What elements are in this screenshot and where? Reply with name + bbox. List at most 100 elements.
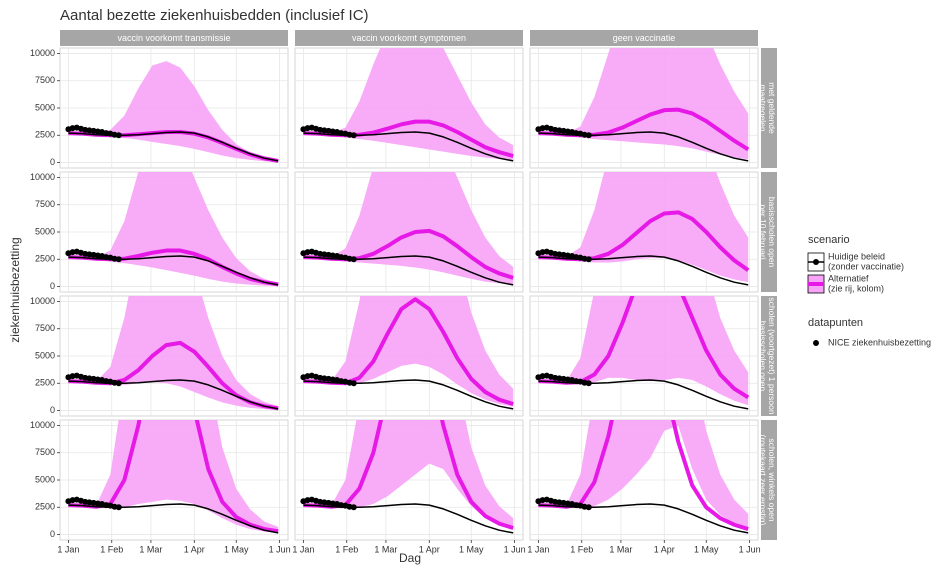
- y-tick-label: 10000: [30, 172, 55, 182]
- strip: [530, 30, 758, 46]
- y-tick-label: 7500: [35, 75, 55, 85]
- y-tick-label: 10000: [30, 296, 55, 306]
- data-point: [350, 380, 357, 387]
- y-tick-label: 10000: [30, 420, 55, 430]
- baseline-line: [538, 503, 749, 534]
- x-tick-label: 1 Jan: [292, 544, 314, 554]
- x-tick-label: 1 Mar: [374, 544, 397, 554]
- chart-title: Aantal bezette ziekenhuisbedden (inclusi…: [60, 7, 369, 24]
- y-tick-label: 0: [50, 157, 55, 167]
- data-point: [115, 380, 122, 387]
- data-point: [585, 256, 592, 263]
- y-tick-label: 2500: [35, 502, 55, 512]
- row-label: basisscholen open: [758, 321, 768, 392]
- strip: [761, 172, 777, 292]
- x-tick-label: 1 Mar: [609, 544, 632, 554]
- col-label: geen vaccinatie: [613, 33, 676, 43]
- y-tick-label: 7500: [35, 199, 55, 209]
- panel-plot: [300, 48, 514, 162]
- panel-plot: [65, 296, 279, 411]
- legend-label: Huidige beleid: [828, 251, 885, 261]
- y-tick-label: 10000: [30, 48, 55, 58]
- legend-label: Alternatief: [828, 273, 869, 283]
- panel-plot: [535, 48, 750, 162]
- x-tick-label: 1 Feb: [335, 544, 358, 554]
- baseline-line: [538, 255, 749, 286]
- baseline-line: [538, 379, 749, 410]
- baseline-line: [303, 131, 514, 162]
- panel-plot: [300, 172, 514, 286]
- x-tick-label: 1 Apr: [654, 544, 675, 554]
- col-label: vaccin voorkomt transmissie: [117, 33, 230, 43]
- col-label: vaccin voorkomt symptomen: [352, 33, 466, 43]
- y-axis-label: ziekenhuisbezetting: [8, 237, 22, 342]
- y-tick-label: 2500: [35, 130, 55, 140]
- legend-note: (zie rij, kolom): [828, 283, 884, 293]
- confidence-band: [303, 172, 514, 285]
- strip: [761, 296, 777, 416]
- row-label: basisscholen open: [767, 197, 777, 268]
- data-point: [115, 256, 122, 263]
- data-point: [585, 504, 592, 511]
- x-tick-label: 1 May: [694, 544, 719, 554]
- row-label: scholen (voortgezet) 1 persoon: [767, 297, 777, 414]
- x-tick-label: 1 Jan: [57, 544, 79, 554]
- x-tick-label: 1 Apr: [184, 544, 205, 554]
- panel-plot: [300, 296, 514, 410]
- y-tick-label: 5000: [35, 350, 55, 360]
- y-tick-label: 0: [50, 281, 55, 291]
- y-tick-label: 5000: [35, 102, 55, 112]
- x-tick-label: 1 Jun: [739, 544, 761, 554]
- legend-title: datapunten: [808, 317, 863, 329]
- x-tick-label: 1 Mar: [139, 544, 162, 554]
- x-tick-label: 1 Feb: [100, 544, 123, 554]
- x-tick-label: 1 Feb: [570, 544, 593, 554]
- y-tick-label: 5000: [35, 474, 55, 484]
- legend-title: scenario: [808, 234, 850, 246]
- baseline-line: [303, 255, 514, 286]
- data-point: [115, 132, 122, 139]
- baseline-line: [538, 131, 749, 162]
- x-tick-label: 1 Jan: [527, 544, 549, 554]
- data-point: [585, 132, 592, 139]
- y-tick-label: 2500: [35, 378, 55, 388]
- y-tick-label: 2500: [35, 254, 55, 264]
- data-point: [350, 504, 357, 511]
- baseline-line: [68, 255, 279, 286]
- panel-plot: [535, 296, 750, 410]
- confidence-band: [303, 420, 514, 530]
- panel-plot: [65, 61, 279, 163]
- y-tick-label: 7500: [35, 447, 55, 457]
- data-point: [585, 380, 592, 387]
- row-label: maatregelen: [758, 84, 768, 132]
- x-tick-label: 1 Apr: [419, 544, 440, 554]
- row-label: scholen, winkels open: [767, 438, 777, 521]
- data-point: [115, 504, 122, 511]
- row-label: met geldende: [767, 82, 777, 134]
- legend-point: [813, 340, 819, 346]
- y-tick-label: 0: [50, 405, 55, 415]
- data-point: [350, 256, 357, 263]
- confidence-band: [538, 420, 749, 529]
- baseline-line: [68, 131, 279, 162]
- panel-plot: [535, 420, 749, 534]
- row-label: (routekaart zeer ernstig): [758, 435, 768, 526]
- legend-label: NICE ziekenhuisbezetting: [828, 337, 931, 347]
- data-point: [350, 132, 357, 139]
- x-axis-label: Dag: [399, 551, 421, 565]
- y-tick-label: 5000: [35, 226, 55, 236]
- strip: [761, 420, 777, 540]
- strip: [60, 30, 288, 46]
- x-tick-label: 1 May: [459, 544, 484, 554]
- baseline-line: [68, 379, 279, 410]
- row-label: per 10 februari: [758, 204, 768, 259]
- panel-plot: [535, 172, 750, 286]
- y-tick-label: 0: [50, 529, 55, 539]
- baseline-line: [303, 379, 514, 410]
- confidence-band: [538, 48, 749, 160]
- x-tick-label: 1 May: [224, 544, 249, 554]
- x-tick-label: 1 Jun: [504, 544, 526, 554]
- panel-plot: [65, 172, 279, 287]
- baseline-line: [303, 503, 514, 534]
